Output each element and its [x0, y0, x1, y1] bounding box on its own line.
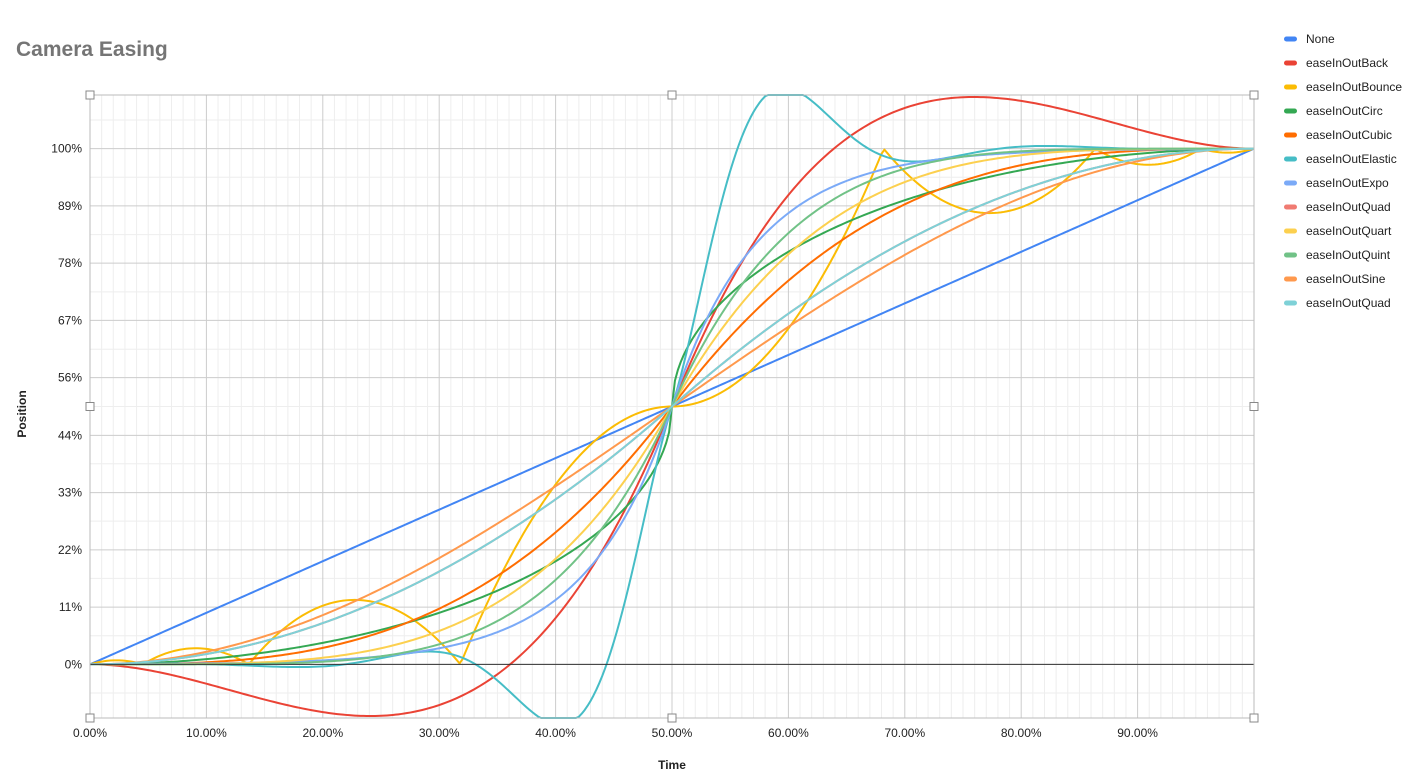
y-tick-label: 0% [65, 657, 83, 671]
resize-handle[interactable] [1249, 713, 1259, 723]
resize-handle[interactable] [667, 713, 677, 723]
legend-label: easeInOutBack [1306, 56, 1389, 70]
x-axis-ticks: 0.00% 10.00% 20.00% 30.00% 40.00% 50.00% 60.00… [73, 726, 1158, 740]
legend-item-ease-in-out-quad[interactable]: easeInOutQuad [1284, 296, 1391, 310]
x-tick-label: 40.00% [535, 726, 576, 740]
legend-label: easeInOutQuart [1306, 224, 1392, 238]
y-tick-label: 100% [51, 142, 82, 156]
y-tick-label: 11% [59, 600, 82, 614]
series-lines [89, 94, 1255, 719]
legend-item-ease-in-out-back[interactable]: easeInOutBack [1284, 56, 1389, 70]
legend-item-ease-in-out-bounce[interactable]: easeInOutBounce [1284, 80, 1402, 94]
legend-item-ease-in-out-sine[interactable]: easeInOutSine [1284, 272, 1386, 286]
series-line-ease-in-out-quad [90, 147, 1254, 666]
legend-swatch [1284, 204, 1297, 210]
legend: None easeInOutBack easeInOutBounce easeInOu… [1284, 32, 1402, 310]
legend-swatch [1284, 84, 1297, 90]
legend-label: easeInOutCubic [1306, 128, 1392, 142]
plot-area [89, 94, 1255, 719]
x-tick-label: 10.00% [186, 726, 227, 740]
resize-handle[interactable] [85, 713, 95, 723]
legend-label: easeInOutQuad [1306, 200, 1391, 214]
y-tick-label: 56% [58, 371, 82, 385]
x-tick-label: 60.00% [768, 726, 809, 740]
y-tick-label: 67% [58, 313, 82, 327]
x-tick-label: 70.00% [884, 726, 925, 740]
x-tick-label: 90.00% [1117, 726, 1158, 740]
legend-swatch [1284, 36, 1297, 42]
legend-swatch [1284, 252, 1297, 258]
legend-item-ease-in-out-circ[interactable]: easeInOutCirc [1284, 104, 1383, 118]
legend-label: easeInOutExpo [1306, 176, 1389, 190]
chart-title: Camera Easing [16, 38, 168, 61]
resize-handle[interactable] [1249, 402, 1259, 411]
legend-swatch [1284, 108, 1297, 114]
resize-handle[interactable] [85, 402, 95, 411]
legend-item-ease-in-out-elastic[interactable]: easeInOutElastic [1284, 152, 1397, 166]
legend-label: easeInOutCirc [1306, 104, 1383, 118]
y-tick-label: 33% [58, 486, 82, 500]
x-axis-label: Time [658, 758, 686, 772]
legend-label: easeInOutBounce [1306, 80, 1402, 94]
x-tick-label: 30.00% [419, 726, 460, 740]
legend-swatch [1284, 228, 1297, 234]
x-tick-label: 0.00% [73, 726, 107, 740]
legend-item-ease-in-out-cubic[interactable]: easeInOutCubic [1284, 128, 1392, 142]
y-axis-label: Position [15, 390, 29, 437]
resize-handle[interactable] [85, 90, 95, 100]
y-axis-ticks: 0% 11% 22% 33% 44% 56% 67% 78% 89% 100% [51, 142, 82, 672]
selection-handles[interactable] [85, 90, 1259, 723]
legend-label: easeInOutElastic [1306, 152, 1397, 166]
legend-swatch [1284, 300, 1297, 306]
x-tick-label: 80.00% [1001, 726, 1042, 740]
x-tick-label: 20.00% [302, 726, 343, 740]
legend-swatch [1284, 60, 1297, 66]
legend-swatch [1284, 180, 1297, 186]
y-tick-label: 22% [58, 543, 82, 557]
legend-swatch [1284, 156, 1297, 162]
y-tick-label: 89% [58, 199, 82, 213]
legend-item-ease-in-out-quint[interactable]: easeInOutQuint [1284, 248, 1391, 262]
resize-handle[interactable] [1249, 90, 1259, 100]
y-tick-label: 78% [58, 256, 82, 270]
legend-item-ease-in-out-expo[interactable]: easeInOutExpo [1284, 176, 1389, 190]
legend-swatch [1284, 132, 1297, 138]
x-tick-label: 50.00% [652, 726, 693, 740]
legend-item-ease-in-out-quad[interactable]: easeInOutQuad [1284, 200, 1391, 214]
legend-label: easeInOutQuad [1306, 296, 1391, 310]
legend-label: None [1306, 32, 1335, 46]
legend-label: easeInOutQuint [1306, 248, 1391, 262]
resize-handle[interactable] [667, 90, 677, 100]
legend-item-none[interactable]: None [1284, 32, 1335, 46]
legend-label: easeInOutSine [1306, 272, 1386, 286]
y-tick-label: 44% [58, 428, 82, 442]
legend-swatch [1284, 276, 1297, 282]
legend-item-ease-in-out-quart[interactable]: easeInOutQuart [1284, 224, 1392, 238]
